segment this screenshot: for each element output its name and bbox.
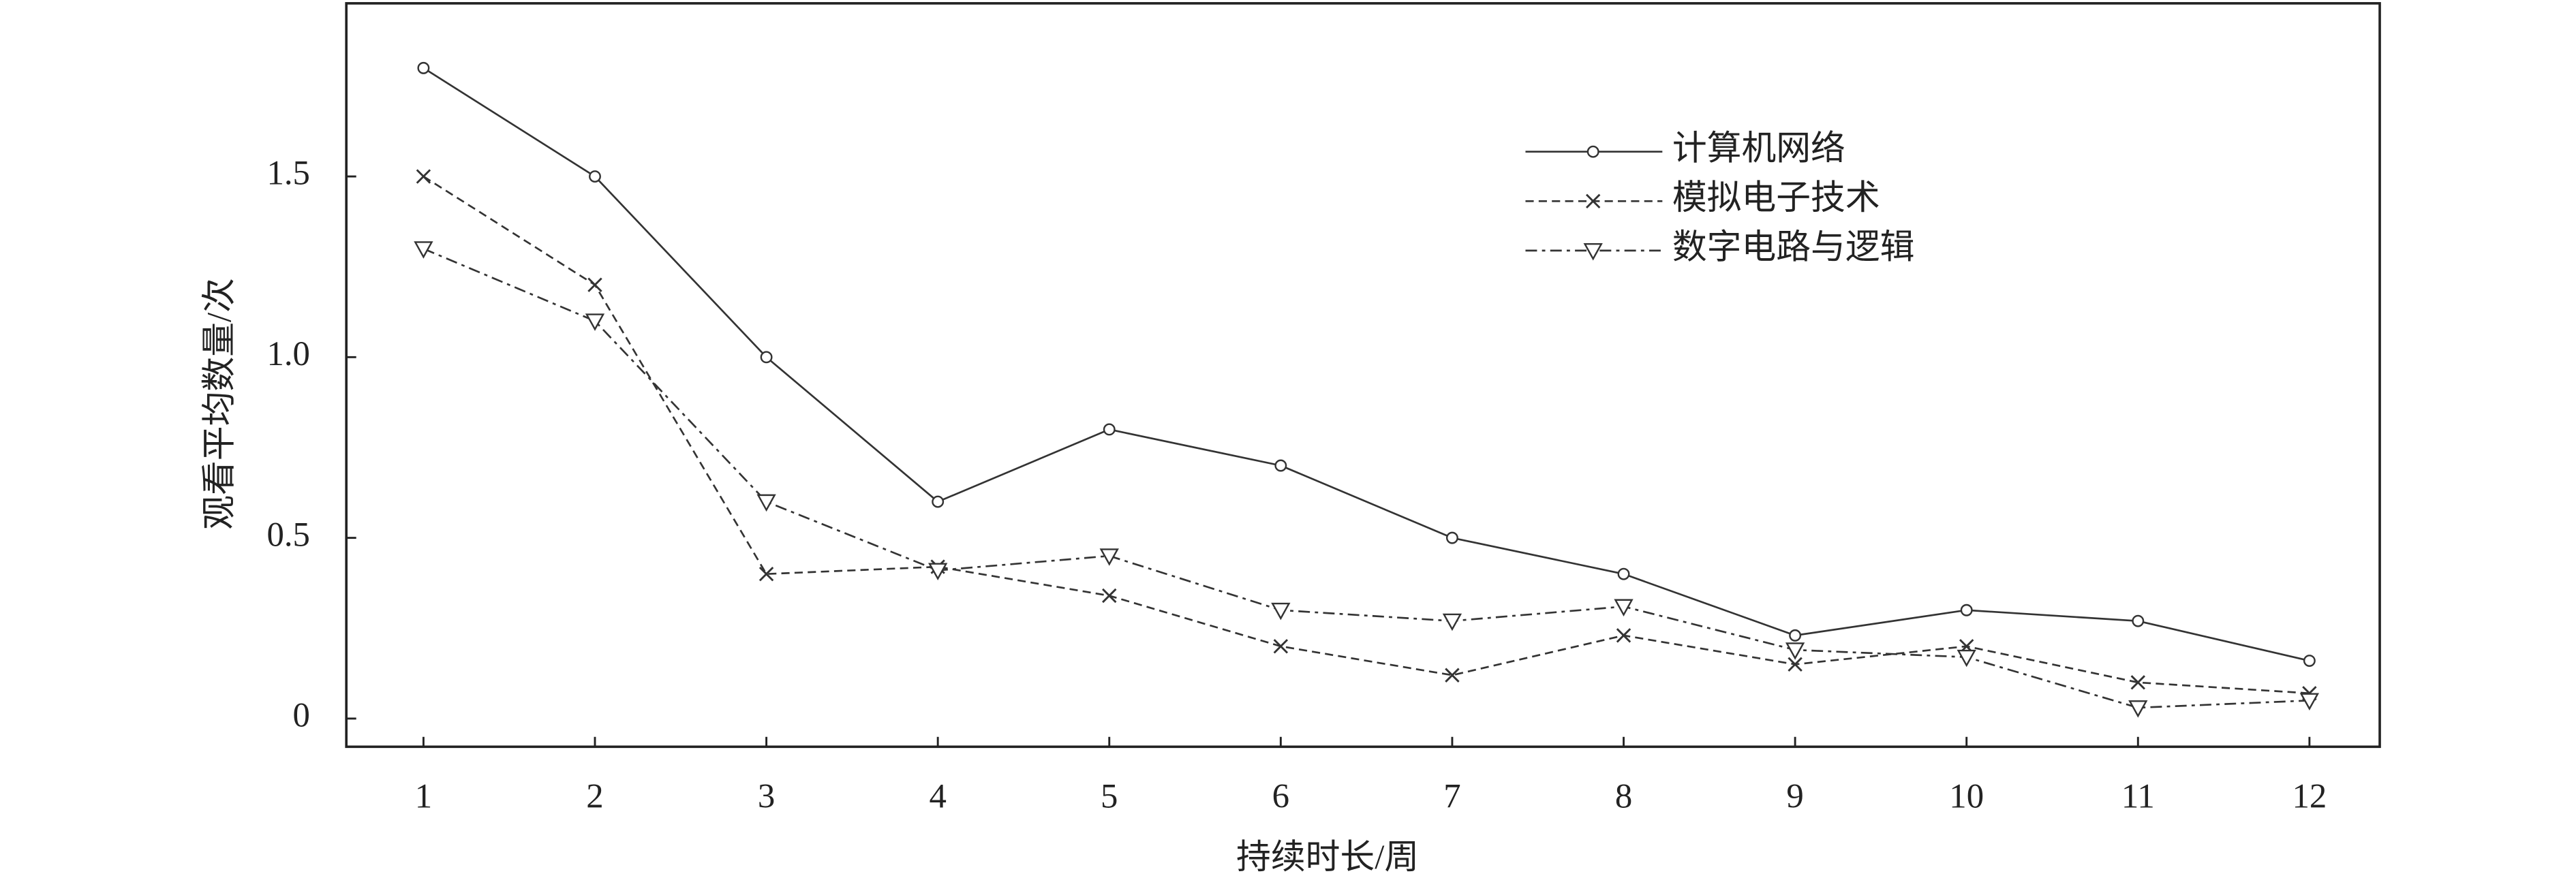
data-point [1273,639,1289,654]
data-point [587,277,602,292]
series-line [423,67,2310,662]
data-point [756,494,776,512]
x-axis-label: 持续时长/周 [1236,838,1419,876]
data-point [416,169,431,184]
data-point [1617,567,1630,580]
data-point [2132,614,2145,627]
x-tick-label: 12 [2292,777,2327,815]
x-tick-label: 1 [415,777,432,815]
data-point [414,241,433,259]
data-point [1271,602,1291,621]
data-point [1957,649,1976,668]
x-tick-label: 4 [929,777,946,815]
data-point [932,495,945,508]
x-tick-label: 11 [2121,777,2155,815]
x-tick-label: 5 [1101,777,1118,815]
data-point [928,563,948,580]
data-point [2130,675,2145,690]
data-point [760,351,773,364]
data-point [1445,531,1458,544]
data-point [1442,613,1462,631]
y-axis-label: 观看平均数量/次 [200,278,238,530]
data-point [417,61,430,74]
data-point [1616,628,1631,643]
plot-frame [345,2,2381,749]
data-point [1445,668,1460,683]
legend-label: 计算机网络 [1672,129,1845,167]
legend-label: 模拟电子技术 [1672,178,1880,217]
x-tick-label: 3 [758,777,775,815]
y-tick-label: 1.5 [266,154,309,192]
y-tick-label: 0 [293,696,310,734]
data-point [1789,629,1802,642]
legend-label: 数字电路与逻辑 [1672,228,1915,266]
x-tick-label: 2 [586,777,603,815]
series-line [423,175,2310,695]
data-point [1274,459,1287,472]
series-line [423,247,2310,709]
x-tick-label: 9 [1786,777,1803,815]
data-point [589,170,601,183]
legend-marker [1583,242,1603,261]
data-point [2299,693,2320,710]
x-tick-label: 8 [1615,777,1632,815]
x-tick-label: 10 [1949,777,1984,815]
y-tick-label: 0.5 [266,515,309,553]
legend-marker [1585,193,1601,208]
data-point [1960,604,1973,616]
data-point [2128,700,2148,718]
y-tick-label: 1.0 [266,334,309,373]
x-tick-label: 6 [1272,777,1289,815]
x-tick-label: 7 [1443,777,1460,815]
data-point [1788,657,1803,672]
legend-marker [1586,145,1599,158]
data-point [1785,642,1805,660]
data-point [1103,423,1116,436]
data-point [1099,548,1119,566]
data-point [585,313,605,331]
data-point [758,566,774,582]
data-point [1614,599,1634,617]
data-point [2303,655,2316,667]
data-point [1102,588,1117,604]
